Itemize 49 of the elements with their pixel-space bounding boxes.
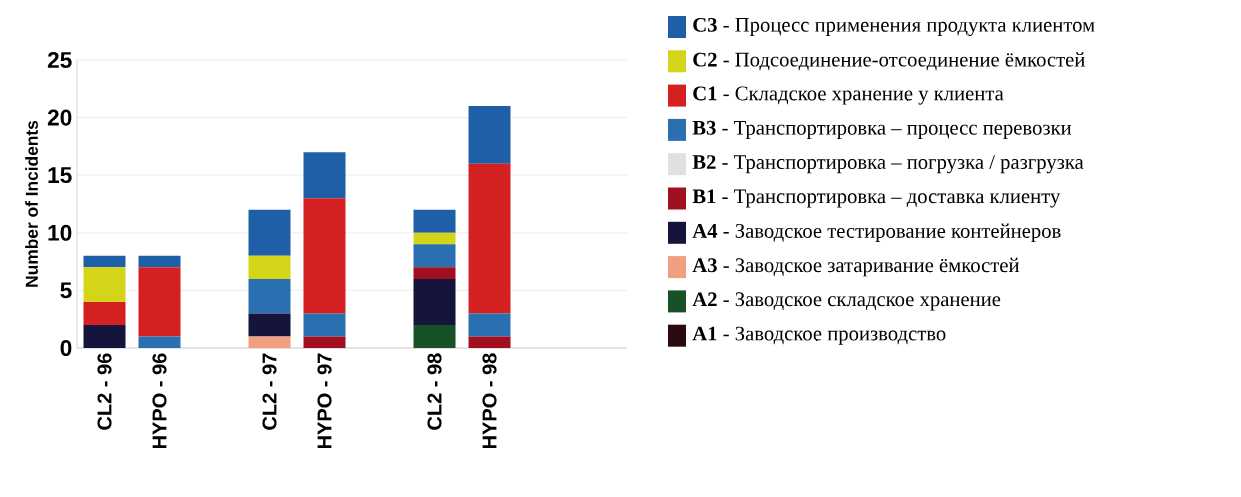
bar	[303, 152, 346, 199]
bar	[303, 198, 346, 314]
legend-label: C2 - Подсоединение-отсоединение ёмкостей	[693, 52, 1085, 71]
x-tick-label: CL2 - 98	[427, 353, 442, 430]
legend-label: B1 - Транспортировка – доставка клиенту	[692, 189, 1061, 208]
bar	[83, 255, 126, 268]
bar	[83, 324, 126, 348]
bar	[83, 267, 126, 302]
bar	[413, 244, 456, 268]
legend-label: A3 - Заводское затаривание ёмкостей	[692, 257, 1020, 277]
bar	[413, 232, 456, 245]
y-tick-label: 15	[48, 167, 72, 184]
x-tick-label: CL2 - 96	[97, 353, 112, 430]
bar	[83, 301, 126, 325]
bar	[303, 336, 346, 348]
legend-label: A2 - Заводское складское хранение	[692, 292, 1001, 311]
bar	[138, 255, 181, 268]
x-tick-label: HYPO - 98	[482, 353, 497, 449]
bar	[303, 313, 346, 337]
bar	[468, 106, 511, 164]
bar	[248, 255, 291, 279]
bar	[468, 336, 511, 348]
bar	[138, 267, 181, 337]
y-tick-label: 20	[47, 109, 72, 126]
bar	[413, 324, 456, 348]
legend-label: A1 - Заводское производство	[692, 326, 946, 345]
bar	[413, 267, 456, 279]
y-tick-label: 0	[60, 339, 72, 357]
bar	[468, 163, 511, 314]
y-axis-title: Number of Incidents	[25, 120, 38, 287]
y-tick-label: 25	[47, 51, 72, 69]
legend-label: A4 - Заводское тестирование контейнеров	[692, 223, 1061, 243]
y-tick-label: 10	[48, 224, 72, 241]
x-tick-label: CL2 - 97	[262, 353, 277, 430]
x-tick-label: HYPO - 97	[317, 353, 332, 449]
bar	[138, 336, 181, 348]
bar	[468, 313, 511, 337]
legend-label: B3 - Транспортировка – процесс перевозки	[692, 120, 1072, 139]
bar	[413, 209, 456, 233]
x-tick-label: HYPO - 96	[152, 353, 167, 449]
bar	[248, 336, 291, 348]
bar	[248, 278, 291, 314]
bar	[248, 209, 291, 256]
legend-label: C1 - Складское хранение у клиента	[693, 86, 1004, 105]
y-tick-label: 5	[60, 282, 72, 299]
legend-label: B2 - Транспортировка – погрузка / разгрузка	[692, 155, 1084, 174]
bar	[413, 278, 456, 325]
bar	[248, 313, 291, 337]
legend-label: C3 - Процесс применения продукта клиентом	[693, 17, 1095, 37]
